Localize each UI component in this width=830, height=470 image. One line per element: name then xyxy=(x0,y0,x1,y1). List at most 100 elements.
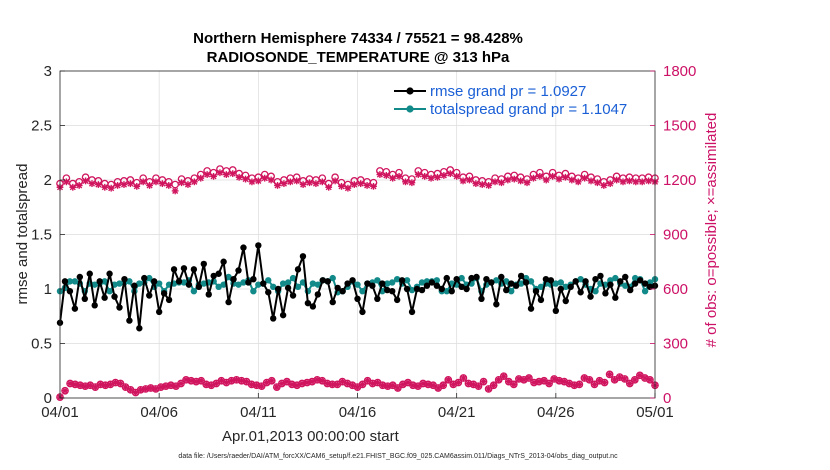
obs-assimilated-stroke xyxy=(505,378,512,385)
rmse-point xyxy=(185,281,193,288)
obs-assimilated-point xyxy=(222,171,230,178)
x-tick-label: 04/06 xyxy=(140,404,178,421)
totalspread-point xyxy=(270,283,277,291)
obs-assimilated-point xyxy=(364,377,371,385)
obs-assimilated-stroke xyxy=(172,383,180,390)
obs-assimilated-stroke xyxy=(475,383,482,390)
totalspread-point xyxy=(190,287,198,295)
obs-assimilated-stroke xyxy=(248,178,255,185)
obs-assimilated-point xyxy=(172,382,180,390)
rmse-point xyxy=(146,292,153,299)
obs-assimilated-point xyxy=(382,172,390,179)
obs-assimilated-stroke xyxy=(268,176,275,184)
obs-assimilated-point xyxy=(570,381,578,389)
obs-assimilated-point xyxy=(379,381,387,389)
totalspread-point xyxy=(389,279,396,286)
obs-assimilated-point xyxy=(178,179,185,187)
rmse-point xyxy=(359,308,366,316)
rmse-point xyxy=(508,280,515,287)
obs-assimilated-point xyxy=(228,377,235,385)
y2-tick-label: 1500 xyxy=(663,118,696,135)
y2-tick-label: 600 xyxy=(663,281,688,298)
obs-assimilated-stroke xyxy=(425,381,432,388)
totalspread-point xyxy=(299,279,307,286)
totalspread-point xyxy=(225,273,232,281)
legend: rmse grand pr = 1.0927 totalspread grand… xyxy=(394,83,627,118)
obs-assimilated-stroke xyxy=(549,173,556,180)
obs-assimilated-point xyxy=(229,170,237,178)
obs-assimilated-point xyxy=(122,383,129,391)
obs-assimilated-point xyxy=(318,178,326,186)
obs-assimilated-point xyxy=(636,371,644,379)
rmse-point xyxy=(76,273,84,281)
obs-assimilated-point xyxy=(333,380,341,388)
obs-assimilated-stroke xyxy=(349,382,356,389)
obs-assimilated-stroke xyxy=(460,374,467,382)
obs-assimilated-point xyxy=(283,378,291,386)
rmse-point xyxy=(96,278,103,285)
obs-assimilated-stroke xyxy=(447,170,454,177)
obs-assimilated-point xyxy=(440,172,448,179)
obs-assimilated-point xyxy=(306,179,313,187)
obs-assimilated-stroke xyxy=(455,379,462,386)
totalspread-point xyxy=(289,274,297,282)
totalspread-point xyxy=(106,287,113,295)
obs-assimilated-point xyxy=(478,181,486,188)
obs-assimilated-point xyxy=(429,381,437,389)
obs-assimilated-point xyxy=(540,377,548,385)
obs-assimilated-stroke xyxy=(324,380,331,387)
totalspread-point xyxy=(220,281,227,288)
totalspread-point xyxy=(314,281,322,288)
obs-assimilated-stroke xyxy=(525,374,532,382)
obs-assimilated-point xyxy=(357,180,365,188)
rmse-point xyxy=(473,273,480,281)
obs-assimilated-stroke xyxy=(408,179,415,186)
rmse-point xyxy=(240,244,247,251)
obs-assimilated-point xyxy=(530,379,538,386)
y2-tick-label: 900 xyxy=(663,227,688,244)
obs-assimilated-stroke xyxy=(389,382,396,389)
obs-assimilated-stroke xyxy=(453,173,460,180)
legend-label-totalspread: totalspread grand pr = 1.1047 xyxy=(430,101,627,118)
obs-assimilated-point xyxy=(594,179,601,187)
obs-assimilated-point xyxy=(459,177,467,185)
obs-assimilated-stroke xyxy=(293,177,300,184)
totalspread-point xyxy=(240,279,247,286)
obs-assimilated-stroke xyxy=(504,176,511,184)
obs-assimilated-stroke xyxy=(370,183,377,190)
obs-assimilated-stroke xyxy=(72,381,79,388)
obs-assimilated-point xyxy=(472,180,480,188)
obs-assimilated-stroke xyxy=(238,377,245,384)
obs-assimilated-stroke xyxy=(77,382,84,389)
obs-assimilated-stroke xyxy=(127,386,134,393)
obs-assimilated-stroke xyxy=(551,375,558,382)
obs-assimilated-point xyxy=(182,376,190,384)
obs-assimilated-stroke xyxy=(334,381,341,388)
rmse-point xyxy=(617,278,624,285)
rmse-point xyxy=(354,295,361,303)
totalspread-point xyxy=(622,282,629,289)
totalspread-point xyxy=(101,278,108,285)
obs-assimilated-stroke xyxy=(142,385,149,392)
obs-assimilated-stroke xyxy=(621,375,628,382)
obs-assimilated-stroke xyxy=(581,374,588,382)
totalspread-point xyxy=(517,280,525,287)
obs-assimilated-point xyxy=(242,175,249,183)
rmse-point xyxy=(403,285,411,293)
legend-marker-totalspread xyxy=(406,105,414,113)
obs-assimilated-stroke xyxy=(177,380,185,387)
obs-assimilated-stroke xyxy=(146,182,153,189)
rmse-point xyxy=(498,273,505,281)
obs-assimilated-stroke xyxy=(364,377,371,384)
totalspread-point xyxy=(577,275,584,283)
totalspread-point xyxy=(155,280,163,287)
obs-assimilated-stroke xyxy=(229,170,236,177)
rmse-point xyxy=(448,287,455,295)
obs-assimilated-point xyxy=(146,182,153,189)
obs-assimilated-stroke xyxy=(510,381,517,388)
rmse-point xyxy=(324,278,331,285)
obs-assimilated-stroke xyxy=(414,383,422,390)
obs-assimilated-stroke xyxy=(498,179,505,186)
obs-assimilated-stroke xyxy=(440,172,447,179)
obs-assimilated-stroke xyxy=(354,384,361,391)
